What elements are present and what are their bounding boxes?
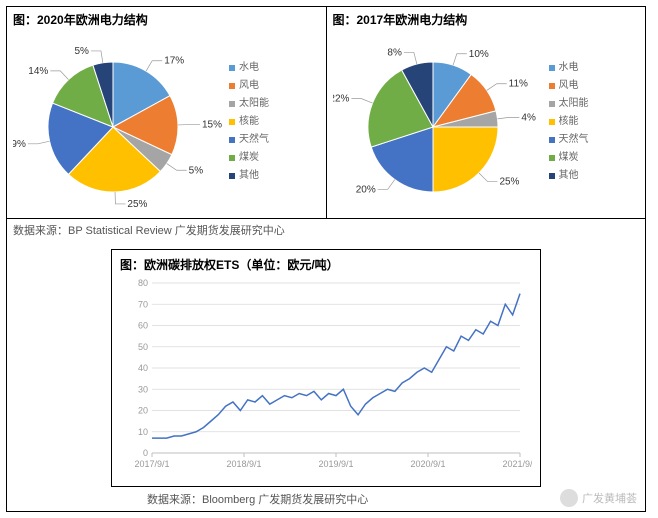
legend-label: 风电	[239, 77, 259, 95]
legend-item: 水电	[549, 59, 589, 77]
legend-item: 核能	[229, 113, 269, 131]
legend-label: 核能	[239, 113, 259, 131]
legend-item: 太阳能	[229, 95, 269, 113]
watermark-text: 广发黄埔荟	[582, 490, 637, 506]
legend-item: 天然气	[549, 131, 589, 149]
line-chart: 0 10 20 30 40 50 60 70 80 2017/9/1 2018/9/1 2019/9/…	[120, 277, 532, 477]
line-series	[152, 294, 520, 439]
top-row: 图：2020年欧洲电力结构 17%15%5%25%19%14%5% 水电风电太阳…	[7, 7, 645, 218]
x-tick-label: 2019/9/1	[318, 459, 353, 469]
legend-label: 水电	[239, 59, 259, 77]
legend-item: 太阳能	[549, 95, 589, 113]
pie-left-cell: 图：2020年欧洲电力结构 17% 15% 5% 25% 19% 14% 5% 水电风电太阳…	[7, 7, 327, 218]
pie-right-chart: 10% 11% 4% 25% 20% 22% 8%	[333, 32, 543, 212]
legend-label: 天然气	[239, 131, 269, 149]
legend-item: 煤炭	[229, 149, 269, 167]
line-chart-box: 图：欧洲碳排放权ETS（单位：欧元/吨） 0 10 20 30 40 50 60 70 80 20…	[111, 249, 541, 487]
y-tick-label: 40	[138, 363, 148, 373]
legend-item: 煤炭	[549, 149, 589, 167]
legend-swatch	[549, 173, 555, 179]
slice-label: 5%	[75, 46, 90, 57]
legend-label: 太阳能	[239, 95, 269, 113]
legend-swatch	[549, 65, 555, 71]
figure-container: 图：2020年欧洲电力结构 17%15%5%25%19%14%5% 水电风电太阳…	[6, 6, 646, 512]
bottom-area: 数据来源：Bloomberg 广发期货发展研究中心 广发黄埔荟	[7, 491, 645, 511]
pie-left-title: 图：2020年欧洲电力结构	[13, 11, 320, 28]
legend-swatch	[549, 101, 555, 107]
slice-label: 5%	[189, 165, 204, 176]
pie-left-chart: 17% 15% 5% 25% 19% 14% 5%	[13, 32, 223, 212]
legend-item: 其他	[229, 167, 269, 185]
legend-swatch	[229, 101, 235, 107]
legend-label: 风电	[559, 77, 579, 95]
legend-item: 风电	[229, 77, 269, 95]
y-tick-label: 70	[138, 299, 148, 309]
legend-swatch	[549, 119, 555, 125]
x-tick-label: 2020/9/1	[410, 459, 445, 469]
slice-label: 20%	[355, 184, 375, 195]
source-bottom: 数据来源：Bloomberg 广发期货发展研究中心	[7, 491, 645, 511]
legend-swatch	[229, 155, 235, 161]
x-tick-label: 2021/9/1	[502, 459, 532, 469]
y-tick-label: 10	[138, 427, 148, 437]
legend-label: 煤炭	[239, 149, 259, 167]
slice-label: 22%	[333, 94, 350, 105]
y-tick-label: 50	[138, 342, 148, 352]
legend-label: 其他	[239, 167, 259, 185]
legend-label: 水电	[559, 59, 579, 77]
pie-right-cell: 图：2017年欧洲电力结构 10% 11% 4% 25% 20% 22% 8% 水电风电太阳…	[327, 7, 646, 218]
legend-swatch	[549, 137, 555, 143]
legend-label: 煤炭	[559, 149, 579, 167]
legend-swatch	[549, 83, 555, 89]
legend-label: 天然气	[559, 131, 589, 149]
slice-label: 17%	[164, 56, 184, 67]
slice-label: 15%	[202, 120, 222, 131]
y-tick-label: 20	[138, 406, 148, 416]
slice-label: 25%	[127, 199, 147, 210]
pie-slice	[433, 127, 498, 192]
y-tick-label: 30	[138, 384, 148, 394]
legend-swatch	[229, 83, 235, 89]
x-tick-label: 2017/9/1	[134, 459, 169, 469]
legend-item: 其他	[549, 167, 589, 185]
pie-right-legend: 水电风电太阳能核能天然气煤炭其他	[549, 59, 589, 185]
watermark-icon	[560, 489, 578, 507]
slice-label: 10%	[468, 49, 488, 60]
mid-row: 图：欧洲碳排放权ETS（单位：欧元/吨） 0 10 20 30 40 50 60 70 80 20…	[7, 241, 645, 491]
legend-label: 其他	[559, 167, 579, 185]
legend-item: 水电	[229, 59, 269, 77]
legend-item: 天然气	[229, 131, 269, 149]
legend-label: 太阳能	[559, 95, 589, 113]
pie-right-title: 图：2017年欧洲电力结构	[333, 11, 640, 28]
x-tick-label: 2018/9/1	[226, 459, 261, 469]
legend-item: 核能	[549, 113, 589, 131]
legend-label: 核能	[559, 113, 579, 131]
slice-label: 25%	[499, 176, 519, 187]
slice-label: 11%	[508, 79, 527, 90]
y-tick-label: 0	[143, 448, 148, 458]
slice-label: 19%	[13, 139, 26, 150]
watermark: 广发黄埔荟	[560, 489, 637, 507]
pie-left-legend: 水电风电太阳能核能天然气煤炭其他	[229, 59, 269, 185]
legend-item: 风电	[549, 77, 589, 95]
legend-swatch	[229, 65, 235, 71]
line-chart-title: 图：欧洲碳排放权ETS（单位：欧元/吨）	[120, 256, 532, 273]
slice-label: 4%	[521, 112, 536, 123]
legend-swatch	[229, 173, 235, 179]
legend-swatch	[229, 137, 235, 143]
y-tick-label: 80	[138, 278, 148, 288]
y-tick-label: 60	[138, 321, 148, 331]
legend-swatch	[229, 119, 235, 125]
slice-label: 14%	[28, 66, 48, 77]
source-top: 数据来源：BP Statistical Review 广发期货发展研究中心	[7, 219, 645, 241]
slice-label: 8%	[387, 47, 402, 58]
legend-swatch	[549, 155, 555, 161]
